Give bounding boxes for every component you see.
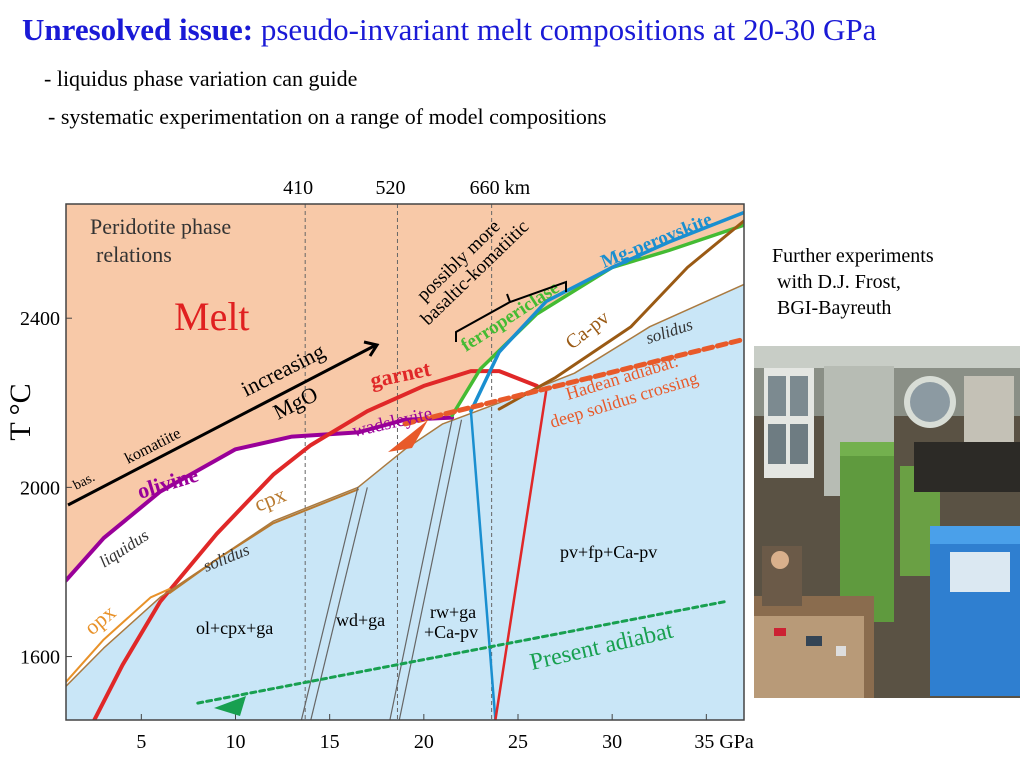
lab-photo (754, 346, 1020, 698)
depth-label-0: 410 (283, 177, 313, 199)
depth-label-2: 660 km (470, 177, 531, 199)
present-arrow-head (214, 696, 246, 716)
bracket-tick (506, 293, 511, 303)
y-tick-label-2: 2400 (20, 308, 60, 330)
melt-label: Melt (174, 294, 250, 339)
bullet-2: - systematic experimentation on a range … (48, 104, 607, 129)
curve-garnet-perovskite-boundary (494, 388, 548, 720)
title-rest: pseudo-invariant melt compositions at 20… (253, 12, 877, 47)
field-wd-ga: wd+ga (336, 610, 385, 630)
curve-olivine-wadsleyite-boundary-pair (310, 487, 368, 720)
y-tick-label-1: 2000 (20, 477, 60, 499)
curve-hadean-adiabat (402, 336, 744, 427)
chart-title-line-2: relations (96, 242, 172, 267)
bullet-1: - liquidus phase variation can guide (44, 66, 358, 91)
hadean-arrow-head (388, 420, 428, 452)
curve-wadsleyite-ringwoodite-boundary-pair (398, 419, 463, 720)
credit-line-3: BGI-Bayreuth (772, 297, 892, 319)
x-tick-label-3: 20 (414, 731, 434, 753)
y-axis-label: T °C (4, 383, 37, 440)
field-ol-cpx-ga: ol+cpx+ga (196, 618, 273, 638)
curve-wadsleyite-ringwoodite-boundary (389, 419, 453, 720)
x-tick-label-6: 35 GPa (694, 731, 754, 753)
field-pv-fp-capv: pv+fp+Ca-pv (560, 542, 657, 562)
credit-line-2: with D.J. Frost, (772, 271, 901, 293)
credit-line-1: Further experiments (772, 245, 934, 267)
y-tick-label-0: 1600 (20, 647, 60, 669)
increasing-mgo-arrow (67, 343, 377, 507)
x-tick-label-2: 15 (320, 731, 340, 753)
arrow-head (363, 340, 380, 357)
curve-ca-pv (497, 219, 744, 411)
x-tick-label-5: 30 (602, 731, 622, 753)
curve-mg-perovskite (469, 210, 744, 413)
curve-liquidus (66, 415, 455, 583)
x-tick-label-0: 5 (136, 731, 146, 753)
x-tick-label-4: 25 (508, 731, 528, 753)
subsolidus-region (66, 284, 744, 720)
slide-title: Unresolved issue: pseudo-invariant melt … (22, 12, 876, 48)
plot-frame (65, 203, 745, 721)
partial-melt-region (66, 314, 537, 687)
phase-diagram: 5 10 15 20 25 30 35 GPa 1600 2000 2400 T °C Perid… (4, 177, 754, 753)
ca-pv-label: Ca-pv (562, 307, 614, 354)
depth-label-1: 520 (375, 177, 405, 199)
field-ca-pv: +Ca-pv (424, 622, 478, 642)
title-bold: Unresolved issue: (22, 12, 254, 47)
curve-solidus (66, 283, 744, 687)
curve-present-adiabat (196, 600, 727, 705)
chart-title-line-1: Peridotite phase (90, 214, 231, 239)
field-rw-ga: rw+ga (430, 602, 476, 622)
curve-olivine-wadsleyite-boundary (300, 486, 359, 720)
phase-curves (66, 210, 744, 720)
curve-opx (66, 587, 171, 683)
curve-ringwoodite-perovskite-boundary (469, 409, 497, 720)
curve-cpx (168, 488, 359, 595)
depth-lines (304, 204, 493, 720)
axis-ticks: 5 10 15 20 25 30 35 GPa 1600 2000 2400 (20, 308, 754, 753)
credit-text: Further experiments with D.J. Frost, BGI… (772, 243, 934, 321)
x-tick-label-1: 10 (226, 731, 246, 753)
curve-ferropericlase (450, 223, 744, 418)
